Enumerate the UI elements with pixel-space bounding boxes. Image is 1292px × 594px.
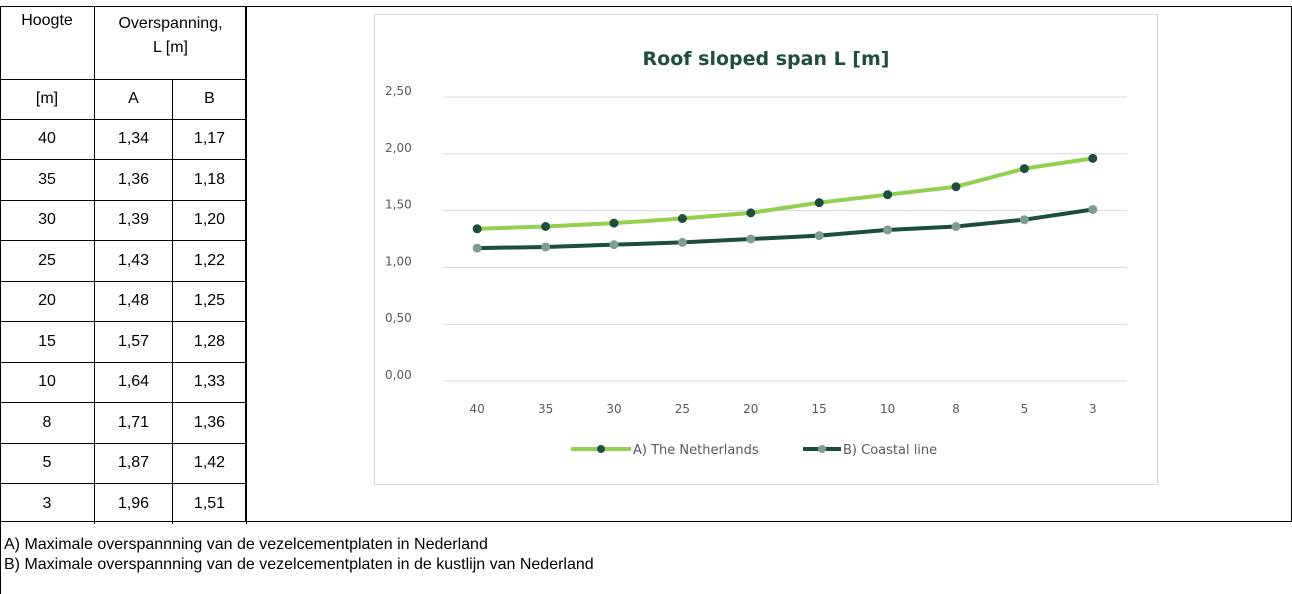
value-b-cell: 1,42 [172, 442, 247, 484]
data-point [814, 231, 824, 241]
data-point [746, 234, 756, 244]
height-cell: 8 [0, 402, 95, 444]
value-a-cell: 1,39 [94, 199, 173, 241]
x-tick-label: 15 [812, 402, 827, 416]
data-point [609, 240, 619, 250]
chart-title: Roof sloped span L [m] [643, 48, 890, 70]
value-b-cell: 1,33 [172, 361, 247, 403]
value-b-cell: 1,18 [172, 159, 247, 201]
frame-top-border [0, 6, 1292, 7]
value-a-cell: 1,57 [94, 321, 173, 363]
height-cell: 5 [0, 442, 95, 484]
table-row: 10 1,64 1,33 [0, 361, 247, 403]
table-row: 25 1,43 1,22 [0, 240, 247, 282]
x-tick-label: 10 [880, 402, 895, 416]
y-tick-label: 2,50 [385, 84, 412, 98]
unit-cell: [m] [0, 79, 95, 120]
x-tick-label: 25 [675, 402, 690, 416]
data-point [951, 182, 961, 192]
height-cell: 35 [0, 159, 95, 201]
table-row: 3 1,96 1,51 [0, 483, 247, 524]
height-cell: 15 [0, 321, 95, 363]
data-point [814, 198, 824, 208]
table-row: 40 1,34 1,17 [0, 118, 247, 160]
data-point [677, 214, 687, 224]
data-point [883, 190, 893, 200]
chart-container: Roof sloped span L [m] 0,00 0,50 1,00 1,50 2,… [374, 14, 1158, 485]
y-tick-label: 0,00 [385, 368, 412, 382]
header-height-label: Hoogte [21, 12, 73, 29]
y-tick-label: 0,50 [385, 311, 412, 325]
note-b: B) Maximale overspannning van de vezelce… [4, 556, 594, 573]
data-point [541, 222, 551, 232]
data-point [677, 237, 687, 247]
data-point [883, 225, 893, 235]
x-tick-label: 5 [1021, 402, 1029, 416]
table-row: 20 1,48 1,25 [0, 280, 247, 322]
header-span: Overspanning, L [m] [94, 6, 247, 80]
data-point [1088, 204, 1098, 214]
value-b-cell: 1,20 [172, 199, 247, 241]
y-tick-label: 2,00 [385, 141, 412, 155]
data-point [1019, 215, 1029, 225]
value-b-cell: 1,17 [172, 118, 247, 160]
legend-swatch-marker [818, 445, 826, 453]
value-b-cell: 1,22 [172, 240, 247, 282]
span-table: Hoogte Overspanning, L [m] [m] A B 40 1,3… [0, 6, 247, 524]
header-span-label: Overspanning, [118, 15, 223, 32]
table-row: 5 1,87 1,42 [0, 442, 247, 484]
height-cell: 40 [0, 118, 95, 160]
data-point [1019, 164, 1029, 174]
legend-swatch-marker [597, 445, 605, 453]
value-a-cell: 1,48 [94, 280, 173, 322]
x-tick-label: 30 [606, 402, 621, 416]
legend-label: B) Coastal line [843, 443, 937, 458]
series-line [477, 207, 1094, 251]
y-tick-label: 1,50 [385, 198, 412, 212]
note-a: A) Maximale overspannning van de vezelce… [4, 536, 488, 553]
height-cell: 20 [0, 280, 95, 322]
x-tick-label: 35 [538, 402, 553, 416]
notes-top-border [0, 521, 1292, 522]
data-point [472, 224, 482, 234]
table-row: 30 1,39 1,20 [0, 199, 247, 241]
value-a-cell: 1,96 [94, 483, 173, 524]
table-row: 35 1,36 1,18 [0, 159, 247, 201]
series-line [477, 156, 1094, 231]
line-chart: Roof sloped span L [m] 0,00 0,50 1,00 1,50 2,… [385, 48, 1127, 458]
value-a-cell: 1,64 [94, 361, 173, 403]
value-a-cell: 1,34 [94, 118, 173, 160]
data-point [951, 222, 961, 232]
value-b-cell: 1,25 [172, 280, 247, 322]
header-height: Hoogte [0, 6, 95, 80]
value-a-cell: 1,71 [94, 402, 173, 444]
x-tick-label: 3 [1089, 402, 1097, 416]
data-point [609, 218, 619, 228]
data-point [1088, 153, 1098, 163]
y-tick-label: 1,00 [385, 254, 412, 268]
col-a-header: A [94, 78, 173, 120]
value-a-cell: 1,87 [94, 442, 173, 484]
table-row: 8 1,71 1,36 [0, 402, 247, 444]
height-cell: 3 [0, 483, 95, 524]
value-b-cell: 1,28 [172, 321, 247, 363]
value-b-cell: 1,51 [172, 483, 247, 524]
value-a-cell: 1,36 [94, 159, 173, 201]
data-point [472, 243, 482, 253]
legend-label: A) The Netherlands [633, 443, 759, 458]
col-b-header: B [172, 78, 247, 120]
table-row: 15 1,57 1,28 [0, 321, 247, 363]
data-point [746, 208, 756, 218]
height-cell: 10 [0, 361, 95, 403]
height-cell: 30 [0, 199, 95, 241]
data-point [541, 242, 551, 252]
value-b-cell: 1,36 [172, 402, 247, 444]
header-span-unit: L [m] [153, 39, 188, 56]
x-tick-label: 20 [743, 402, 758, 416]
height-cell: 25 [0, 240, 95, 282]
x-tick-label: 8 [952, 402, 960, 416]
value-a-cell: 1,43 [94, 240, 173, 282]
notes: A) Maximale overspannning van de vezelce… [4, 535, 594, 575]
x-tick-label: 40 [470, 402, 485, 416]
